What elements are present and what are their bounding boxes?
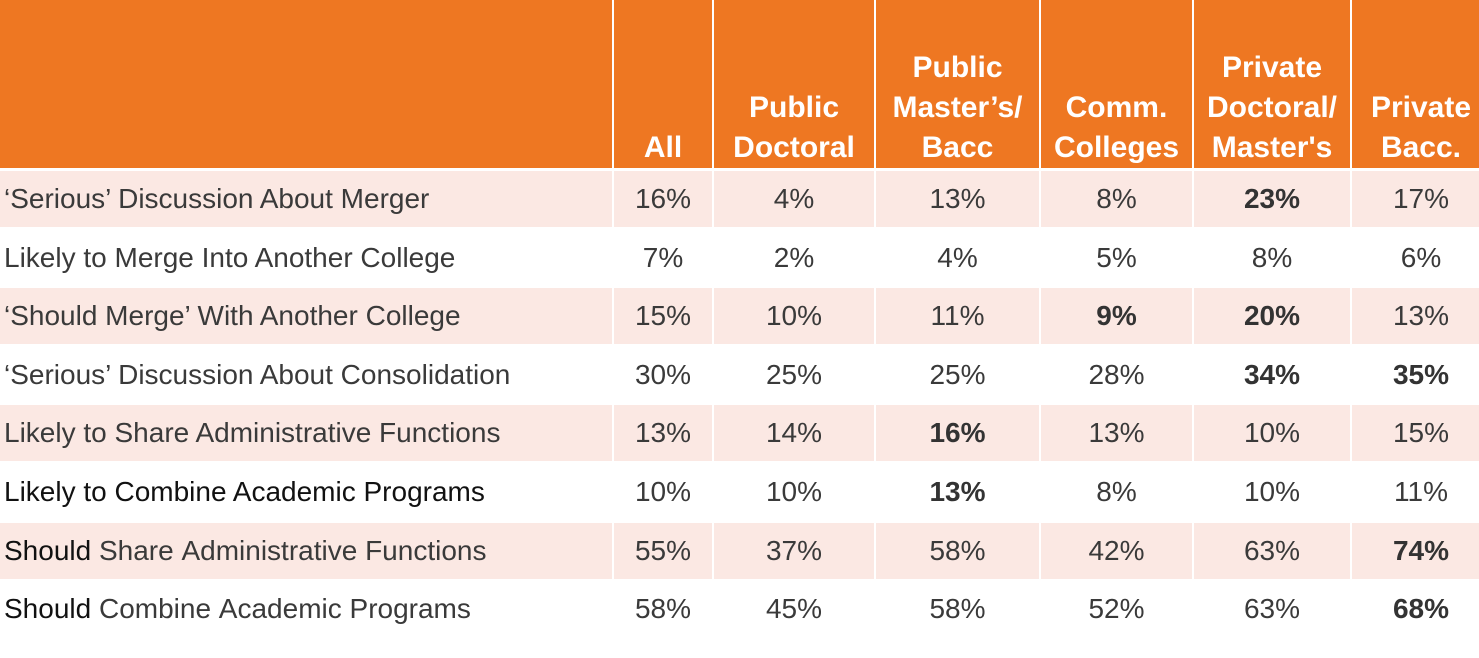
row-label-part: Share Administrative Functions bbox=[91, 534, 487, 566]
header-private-bacc: Private Bacc. bbox=[1352, 0, 1479, 168]
table-row: Should Share Administrative Functions 55%… bbox=[0, 522, 1479, 579]
value-cell: 9% bbox=[1041, 288, 1192, 345]
value-cell: 8% bbox=[1041, 171, 1192, 227]
value-cell: 34% bbox=[1243, 358, 1301, 390]
value-cell: 13% bbox=[1352, 288, 1479, 345]
value-cell: 74% bbox=[1352, 522, 1479, 579]
table-row: ‘Should Merge’ With Another College 15% 10… bbox=[0, 288, 1479, 345]
value-cell: 13% bbox=[1041, 405, 1192, 462]
header-blank bbox=[0, 0, 612, 168]
value-cell: 10% bbox=[714, 288, 874, 345]
header-comm-colleges: Comm. Colleges bbox=[1041, 0, 1192, 168]
row-label: ‘Serious’ Discussion About Consolidation bbox=[4, 358, 511, 390]
row-label: Likely to Share Administrative Functions bbox=[0, 405, 612, 462]
table-row: Likely to Share Administrative Functions… bbox=[0, 405, 1479, 462]
row-label: Should Combine Academic Programs bbox=[0, 581, 612, 637]
table-row: Likely to Combine Academic Programs 10% 10… bbox=[0, 464, 1479, 520]
value-cell: 4% bbox=[937, 241, 978, 273]
value-cell: 13% bbox=[614, 405, 712, 462]
value-cell: 17% bbox=[1352, 171, 1479, 227]
value-cell: 15% bbox=[1352, 405, 1479, 462]
value-cell: 7% bbox=[642, 241, 684, 273]
value-cell: 11% bbox=[876, 288, 1039, 345]
row-label-part: Combine Academic Programs bbox=[91, 593, 471, 625]
value-cell: 13% bbox=[929, 476, 986, 507]
value-cell: 58% bbox=[929, 593, 986, 625]
value-cell: 10% bbox=[1243, 476, 1301, 507]
value-cell: 16% bbox=[614, 171, 712, 227]
row-label-part: Should bbox=[4, 534, 92, 566]
value-cell: 13% bbox=[876, 171, 1039, 227]
value-cell: 52% bbox=[1088, 593, 1145, 625]
table-row: Should Combine Academic Programs 58% 45% 58… bbox=[0, 581, 1479, 637]
value-cell: 10% bbox=[634, 476, 692, 507]
table-header: All Public Doctoral Public Master’s/ Bac… bbox=[0, 0, 1479, 168]
value-cell: 10% bbox=[765, 476, 823, 507]
header-all: All bbox=[614, 0, 712, 168]
value-cell: 58% bbox=[634, 593, 692, 625]
value-cell: 35% bbox=[1392, 358, 1450, 390]
value-cell: 63% bbox=[1194, 522, 1350, 579]
value-cell: 58% bbox=[876, 522, 1039, 579]
value-cell: 10% bbox=[1194, 405, 1350, 462]
value-cell: 14% bbox=[714, 405, 874, 462]
value-cell: 20% bbox=[1194, 288, 1350, 345]
value-cell: 42% bbox=[1041, 522, 1192, 579]
header-private-doctoral-masters: Private Doctoral/ Master's bbox=[1194, 0, 1350, 168]
value-cell: 30% bbox=[634, 358, 692, 390]
row-label: Likely to Merge Into Another College bbox=[4, 241, 456, 273]
value-cell: 5% bbox=[1096, 241, 1137, 273]
row-label-part: Should bbox=[4, 593, 92, 625]
value-cell: 11% bbox=[1394, 476, 1448, 507]
value-cell: 16% bbox=[876, 405, 1039, 462]
row-label: ‘Should Merge’ With Another College bbox=[0, 288, 612, 345]
row-label: Should Share Administrative Functions bbox=[0, 522, 612, 579]
value-cell: 68% bbox=[1392, 593, 1450, 625]
value-cell: 23% bbox=[1194, 171, 1350, 227]
value-cell: 6% bbox=[1400, 241, 1442, 273]
table-row: ‘Serious’ Discussion About Merger 16% 4% 13… bbox=[0, 171, 1479, 227]
row-label: Likely to Combine Academic Programs bbox=[4, 476, 485, 507]
value-cell: 28% bbox=[1088, 358, 1145, 390]
value-cell: 8% bbox=[1251, 241, 1293, 273]
header-public-masters-bacc: Public Master’s/ Bacc bbox=[876, 0, 1039, 168]
value-cell: 45% bbox=[765, 593, 823, 625]
header-public-doctoral: Public Doctoral bbox=[714, 0, 874, 168]
value-cell: 63% bbox=[1243, 593, 1301, 625]
value-cell: 25% bbox=[765, 358, 823, 390]
table-row: Likely to Merge Into Another College 7% 2%… bbox=[0, 230, 1479, 286]
value-cell: 37% bbox=[714, 522, 874, 579]
value-cell: 25% bbox=[929, 358, 986, 390]
value-cell: 8% bbox=[1096, 476, 1137, 507]
row-label: ‘Serious’ Discussion About Merger bbox=[0, 171, 612, 227]
value-cell: 2% bbox=[773, 241, 815, 273]
value-cell: 15% bbox=[614, 288, 712, 345]
table-row: ‘Serious’ Discussion About Consolidation… bbox=[0, 347, 1479, 403]
value-cell: 4% bbox=[714, 171, 874, 227]
value-cell: 55% bbox=[614, 522, 712, 579]
